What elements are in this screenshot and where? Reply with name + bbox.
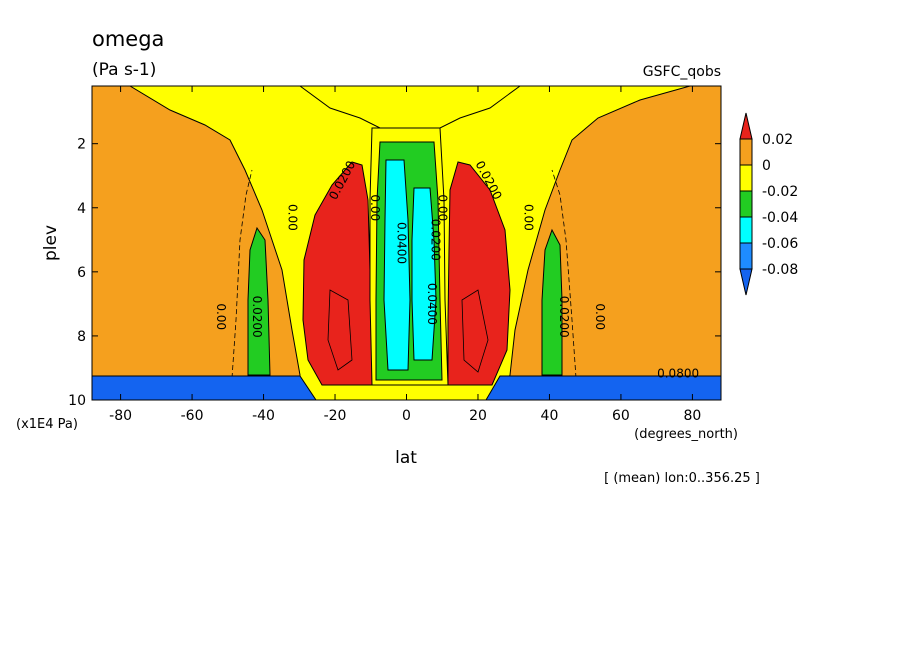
- x-axis-units: (degrees_north): [634, 427, 738, 442]
- x-tick-label: 60: [612, 408, 630, 424]
- red-inner-contour-left: [327, 289, 353, 371]
- contour-label: 0.00: [593, 303, 607, 330]
- y-tick-label: 4: [77, 201, 86, 217]
- contour-label: 0.00: [436, 194, 450, 221]
- green-region-right: [541, 228, 563, 376]
- red-inner-contour-right: [461, 289, 489, 373]
- contour-label: 0.00: [521, 204, 535, 231]
- colorbar-swatch: [739, 138, 753, 166]
- y-tick-label: 8: [77, 329, 86, 345]
- contour-label: 0.0200: [429, 219, 443, 261]
- y-tick-label: 2: [77, 137, 86, 153]
- contour-label: 0.0800: [657, 367, 699, 381]
- y-tick-label: 6: [77, 265, 86, 281]
- x-axis-ticks: -80 -60 -40 -20 0 20 40 60 80: [109, 86, 701, 424]
- colorbar-swatch: [739, 164, 753, 192]
- chart-source: GSFC_qobs: [643, 64, 721, 80]
- dashed-contour-left: [231, 169, 253, 379]
- dashed-contour-right: [551, 169, 577, 379]
- y-tick-label: 10: [68, 393, 86, 409]
- colorbar-label: 0: [762, 158, 771, 174]
- blue-ground-right: [485, 375, 721, 400]
- colorbar-label: -0.08: [762, 262, 798, 278]
- y-axis-ticks: 2 4 6 8 10: [68, 137, 721, 409]
- contour-label: 0.0400: [425, 283, 439, 325]
- chart-title: omega: [92, 27, 164, 51]
- contour-label: 0.00: [286, 204, 300, 231]
- x-tick-label: -80: [109, 408, 132, 424]
- x-tick-label: 20: [469, 408, 487, 424]
- x-tick-label: -20: [324, 408, 347, 424]
- colorbar-label: -0.02: [762, 184, 798, 200]
- x-tick-label: 40: [541, 408, 559, 424]
- y-axis-units: (x1E4 Pa): [16, 417, 78, 432]
- footnote: [ (mean) lon:0..356.25 ]: [604, 471, 760, 486]
- colorbar-label: -0.04: [762, 210, 798, 226]
- green-region-left: [247, 226, 271, 376]
- red-region-right: [447, 161, 511, 386]
- chart-units: (Pa s-1): [92, 60, 156, 80]
- x-tick-label: 80: [683, 408, 701, 424]
- colorbar-bottom-arrow: [739, 268, 753, 296]
- colorbar: 0.02 0 -0.02 -0.04 -0.06 -0.08: [739, 112, 798, 296]
- contour-field: [92, 86, 721, 400]
- colorbar-top-arrow: [739, 112, 753, 140]
- contour-label: 0.0200: [557, 296, 571, 338]
- colorbar-swatch: [739, 216, 753, 244]
- contour-label: 0.0200: [250, 296, 264, 338]
- red-region-left: [302, 161, 376, 386]
- colorbar-swatch: [739, 190, 753, 218]
- colorbar-label: 0.02: [762, 132, 793, 148]
- cyan-core-right: [411, 187, 437, 361]
- contour-label: 0.0400: [395, 222, 409, 264]
- x-axis-label: lat: [395, 448, 417, 468]
- contour-label: 0.00: [214, 303, 228, 330]
- cyan-core-left: [383, 159, 411, 371]
- contour-label: 0.00: [368, 194, 382, 221]
- colorbar-swatch: [739, 242, 753, 270]
- y-axis-label: plev: [41, 225, 61, 261]
- x-tick-label: -60: [181, 408, 204, 424]
- blue-ground-left: [92, 375, 317, 400]
- x-tick-label: 0: [402, 408, 411, 424]
- x-tick-label: -40: [252, 408, 275, 424]
- colorbar-label: -0.06: [762, 236, 798, 252]
